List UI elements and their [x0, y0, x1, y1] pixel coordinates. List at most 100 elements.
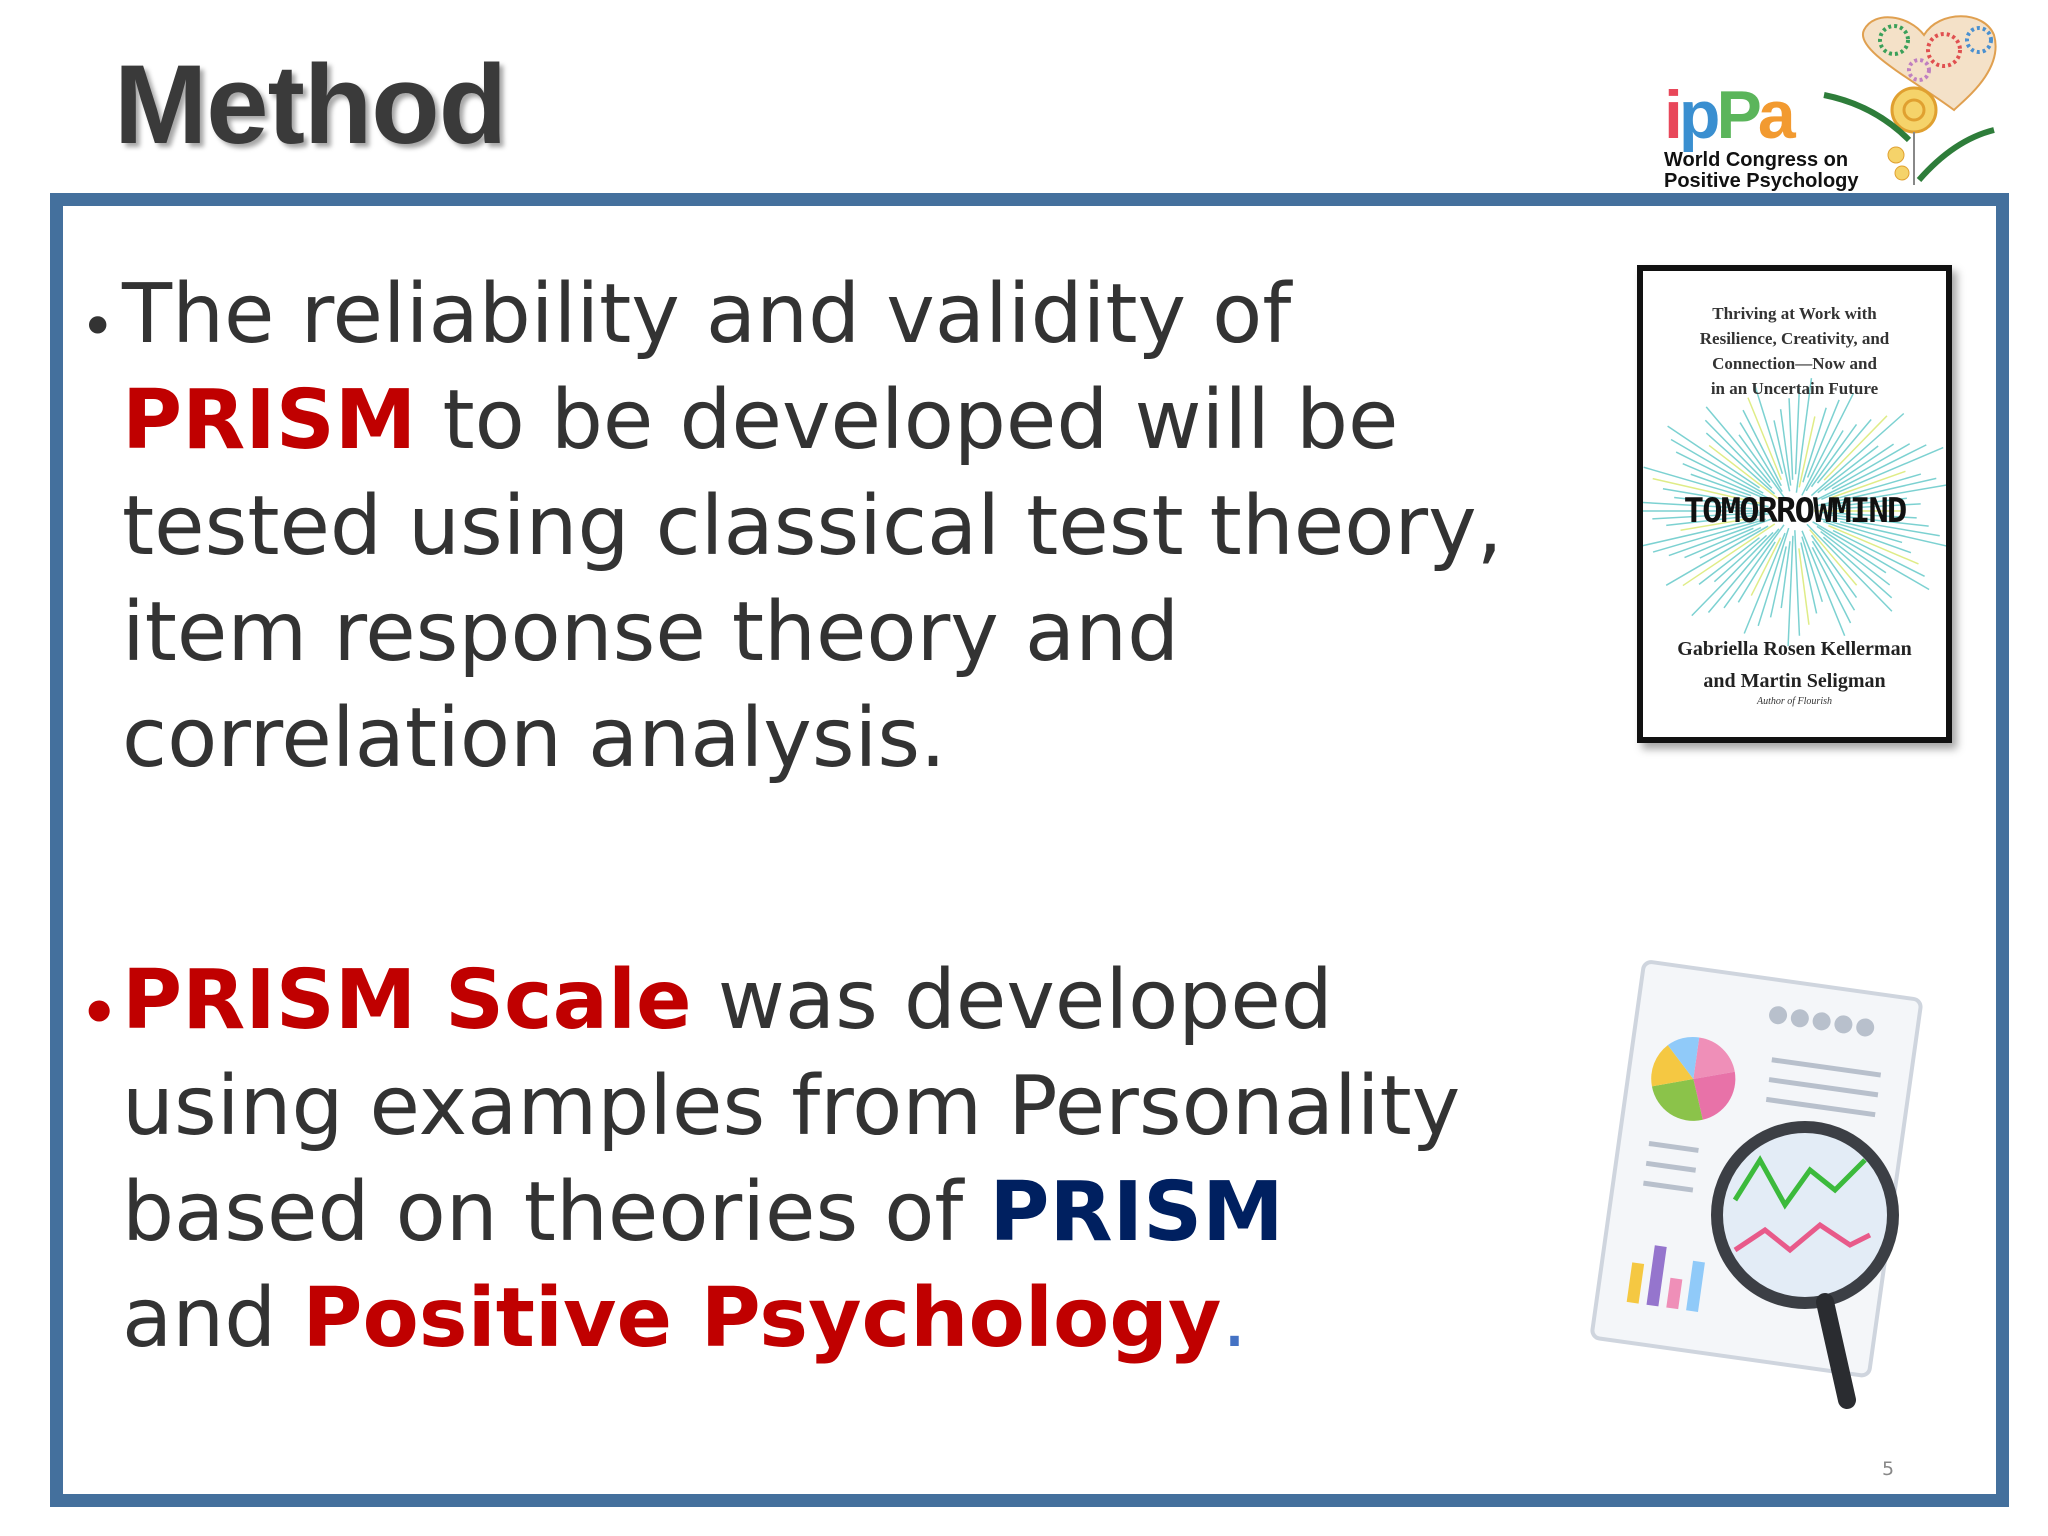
burst-ray	[1801, 530, 1846, 637]
burst-ray	[1682, 462, 1774, 503]
burst-ray	[1675, 451, 1769, 499]
text-line: based on theories of PRISM	[122, 1160, 1460, 1266]
burst-ray	[1833, 517, 1940, 537]
burst-ray	[1794, 530, 1801, 636]
prism-highlight: PRISM	[989, 1165, 1284, 1260]
burst-ray	[1821, 446, 1944, 501]
burst-ray	[1788, 398, 1794, 480]
burst-ray	[1810, 412, 1905, 497]
burst-ray	[1814, 477, 1937, 507]
text-line: The reliability and validity of	[122, 267, 1292, 362]
bullet-dot: •	[80, 292, 116, 362]
bullet-prism-scale: • PRISM Scale was developed using exampl…	[80, 948, 1460, 1372]
text-span: .	[1221, 1271, 1248, 1366]
burst-ray	[1822, 536, 1893, 599]
burst-ray	[1652, 511, 1767, 520]
text-line: item response theory and	[122, 585, 1180, 680]
burst-ray	[1832, 529, 1925, 577]
burst-ray	[1662, 487, 1769, 508]
burst-ray	[1816, 525, 1887, 574]
burst-ray	[1827, 514, 1929, 527]
bullet-dot: •	[80, 978, 119, 1048]
book-title: TOMORROWMIND	[1683, 491, 1908, 531]
burst-ray	[1802, 407, 1827, 483]
burst-ray	[1812, 521, 1930, 591]
text-span: was developed	[691, 953, 1333, 1048]
burst-ray	[1667, 425, 1760, 489]
burst-ray	[1737, 541, 1776, 603]
burst-ray	[1829, 497, 1907, 508]
burst-ray	[1806, 523, 1893, 612]
burst-ray	[1750, 537, 1782, 596]
burst-ray	[1699, 526, 1762, 559]
heart-flower-icon	[1823, 15, 1997, 185]
burst-ray	[1814, 444, 1927, 502]
burst-ray	[1801, 392, 1855, 496]
burst-ray	[1839, 520, 1946, 547]
burst-ray	[1738, 434, 1785, 498]
burst-ray	[1666, 512, 1774, 527]
burst-ray	[1820, 530, 1891, 586]
burst-ray	[1708, 444, 1779, 500]
burst-ray	[1805, 430, 1844, 492]
burst-ray	[1769, 546, 1787, 618]
burst-ray	[1643, 501, 1753, 510]
burst-ray	[1836, 473, 1922, 500]
burst-ray	[1643, 466, 1757, 501]
burst-ray	[1809, 529, 1858, 586]
text-line: correlation analysis.	[122, 691, 947, 786]
burst-ray	[1810, 423, 1858, 488]
burst-ray	[1705, 432, 1776, 495]
bullet-reliability: • The reliability and validity of PRISM …	[80, 262, 1503, 792]
burst-ray	[1704, 419, 1773, 489]
burst-ray	[1652, 518, 1767, 553]
text-line: tested using classical test theory,	[122, 479, 1503, 574]
burst-ray	[1806, 399, 1840, 478]
text-span: to be developed will be	[416, 373, 1399, 468]
congress-line-1: World Congress on	[1664, 149, 1849, 171]
burst-ray	[1773, 420, 1791, 492]
burst-ray	[1723, 524, 1785, 609]
text-span: based on theories of	[122, 1165, 990, 1260]
burst-ray	[1690, 473, 1752, 497]
burst-ray	[1652, 477, 1763, 505]
burst-ray	[1757, 527, 1790, 627]
burst-ray	[1698, 537, 1760, 585]
burst-ray	[1822, 484, 1946, 507]
burst-ray	[1643, 518, 1759, 547]
positive-psychology-highlight: Positive Psychology	[302, 1271, 1222, 1366]
burst-ray	[1668, 517, 1774, 557]
burst-ray	[1779, 409, 1792, 486]
text-line: PRISM to be developed will be	[122, 368, 1503, 474]
burst-ray	[1798, 416, 1816, 488]
book-subtitle: Resilience, Creativity, and	[1699, 329, 1890, 348]
burst-ray	[1780, 541, 1791, 609]
burst-icon	[1643, 378, 1946, 647]
burst-ray	[1798, 548, 1810, 625]
book-author: Gabriella Rosen Kellerman	[1677, 638, 1912, 660]
burst-ray	[1828, 470, 1906, 500]
prism-scale-highlight: PRISM Scale	[122, 953, 692, 1048]
prism-highlight: PRISM	[122, 373, 417, 468]
burst-ray	[1684, 527, 1754, 559]
book-author: and Martin Seligman	[1703, 670, 1886, 692]
text-span: and	[122, 1271, 303, 1366]
burst-ray	[1682, 523, 1776, 587]
burst-ray	[1811, 540, 1856, 611]
burst-ray	[1691, 531, 1774, 617]
burst-ray	[1817, 517, 1903, 544]
burst-ray	[1822, 520, 1912, 554]
slide-title: Method	[114, 42, 507, 167]
burst-ray	[1674, 496, 1746, 507]
burst-ray	[1823, 415, 1888, 481]
burst-ray	[1794, 387, 1801, 475]
burst-ray	[1820, 511, 1917, 519]
burst-ray	[1739, 422, 1783, 492]
book-author-note: Author of Flourish	[1756, 696, 1832, 707]
burst-ray	[1816, 418, 1872, 484]
text-line: PRISM Scale was developed	[122, 948, 1460, 1054]
burst-ray	[1713, 534, 1768, 583]
book-subtitle: Connection—Now and	[1712, 354, 1877, 373]
burst-ray	[1670, 438, 1764, 494]
book-subtitle: in an Uncertain Future	[1710, 379, 1879, 398]
